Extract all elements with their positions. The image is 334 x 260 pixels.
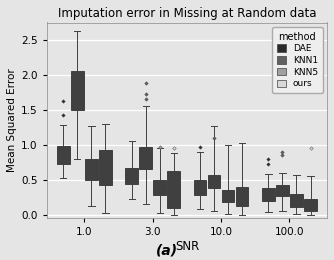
PathPatch shape <box>71 72 84 110</box>
PathPatch shape <box>236 187 248 206</box>
PathPatch shape <box>276 185 289 196</box>
Text: (a): (a) <box>156 243 178 257</box>
PathPatch shape <box>125 168 138 184</box>
PathPatch shape <box>194 180 206 195</box>
PathPatch shape <box>290 194 303 207</box>
PathPatch shape <box>85 159 98 180</box>
PathPatch shape <box>167 171 180 208</box>
PathPatch shape <box>153 180 166 195</box>
PathPatch shape <box>304 199 317 211</box>
Title: Imputation error in Missing at Random data: Imputation error in Missing at Random da… <box>58 7 316 20</box>
PathPatch shape <box>262 188 275 201</box>
Y-axis label: Mean Squared Error: Mean Squared Error <box>7 68 17 172</box>
PathPatch shape <box>222 190 234 202</box>
X-axis label: SNR: SNR <box>175 240 199 253</box>
PathPatch shape <box>208 175 220 188</box>
Legend: DAE, KNN1, KNN5, ours: DAE, KNN1, KNN5, ours <box>272 27 323 93</box>
PathPatch shape <box>139 147 152 169</box>
PathPatch shape <box>99 151 112 185</box>
PathPatch shape <box>57 146 69 164</box>
